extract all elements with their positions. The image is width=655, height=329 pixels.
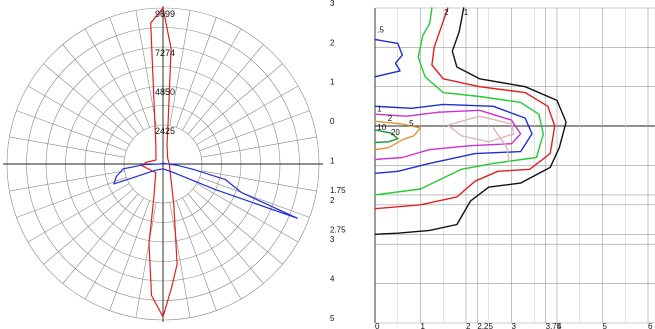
contour-y-tick-label: 1.75 — [330, 186, 346, 195]
contour-y-tick-label: 2.75 — [330, 225, 346, 234]
polar-tick-labels: 2425 4850 7274 9699 — [155, 9, 175, 136]
contour-value-label: 1 — [377, 104, 382, 113]
contour-x-tick-label: 2 — [466, 322, 471, 329]
contour-line-6 — [374, 120, 422, 151]
polar-tick-label: 2425 — [155, 126, 175, 136]
contour-value-label: 10 — [377, 123, 386, 132]
contour-y-tick-label: 2 — [330, 38, 335, 47]
polar-series — [113, 7, 298, 318]
contour-value-label: 2 — [388, 114, 393, 123]
contour-x-tick-label: 0 — [375, 322, 380, 329]
contour-line-7 — [447, 115, 515, 143]
contour-x-tick-label: 3.75 — [546, 322, 562, 329]
contour-line-3 — [374, 38, 404, 78]
contour-line-9 — [374, 129, 399, 144]
contour-x-tick-label: 4 — [557, 322, 562, 329]
contour-y-tick-label: 2 — [330, 196, 335, 205]
contour-value-label: 20 — [391, 128, 400, 137]
polar-series-1 — [113, 162, 298, 219]
contour-x-tick-label: 6 — [648, 322, 653, 329]
contour-line-4 — [374, 103, 533, 175]
contour-line-0 — [374, 7, 567, 236]
contour-y-tick-label: 3 — [330, 235, 335, 244]
polar-tick-label: 4850 — [155, 87, 175, 97]
contour-value-label: 2 — [444, 8, 449, 17]
polar-series-0 — [141, 7, 178, 318]
contour-x-tick-label: 1 — [421, 322, 426, 329]
contour-x-tick-label: 2.25 — [477, 322, 493, 329]
contour-value-label: 1 — [464, 8, 469, 17]
contour-x-tick-label: 5 — [603, 322, 608, 329]
contour-line-5 — [374, 109, 522, 161]
contour-y-tick-label: 3 — [330, 0, 335, 8]
contour-value-label: 5 — [409, 119, 414, 128]
polar-tick-label: 9699 — [155, 9, 175, 19]
polar-tick-label: 7274 — [155, 48, 175, 58]
contour-lines — [374, 7, 567, 236]
contour-y-tick-label: 0 — [330, 117, 335, 126]
contour-value-label: .5 — [377, 26, 384, 35]
contour-line-2 — [374, 7, 545, 196]
contour-line-1 — [374, 7, 556, 210]
contour-y-tick-label: 1 — [330, 78, 335, 87]
contour-x-tick-label: 3 — [512, 322, 517, 329]
contour-y-tick-label: 5 — [330, 314, 335, 323]
contour-y-tick-label: 4 — [330, 275, 335, 284]
contour-grid — [374, 7, 655, 324]
contour-line-8 — [492, 127, 510, 163]
contour-y-tick-label: 1 — [330, 156, 335, 165]
polar-chart: 2425 4850 7274 9699 — [3, 6, 323, 322]
